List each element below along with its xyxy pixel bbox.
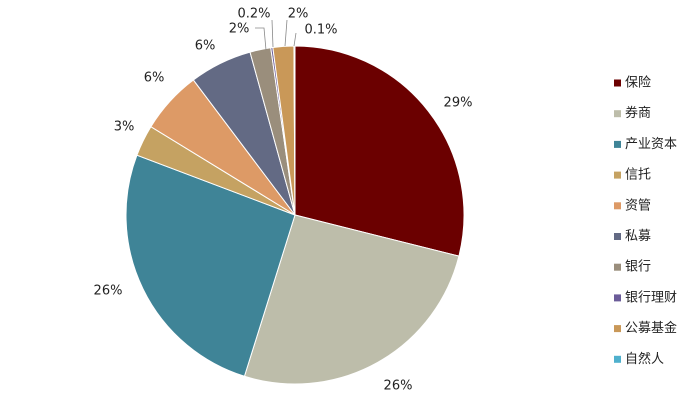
pie-slice-3 — [125, 154, 296, 377]
pie-slice-10 — [293, 45, 296, 216]
data-label-9: 2% — [288, 7, 309, 22]
legend-swatch-9 — [614, 325, 621, 333]
legend-swatch-6 — [614, 233, 621, 240]
legend-label-7: 银行 — [625, 260, 651, 275]
legend-swatch-1 — [614, 79, 621, 87]
data-label-5: 6% — [144, 71, 165, 86]
pie-slice-2 — [243, 214, 460, 385]
legend-label-2: 券商 — [625, 105, 651, 121]
legend-label-9: 公募基金 — [625, 320, 677, 336]
legend-label-6: 私募 — [625, 229, 651, 244]
data-label-4: 3% — [114, 120, 135, 135]
data-label-3: 26% — [94, 284, 123, 299]
data-label-7: 2% — [229, 22, 250, 37]
legend-swatch-10 — [614, 355, 621, 363]
leader-lines — [255, 19, 297, 51]
legend-label-5: 资管 — [625, 198, 651, 213]
legend-label-4: 信托 — [625, 168, 651, 183]
leader-line-9 — [284, 19, 288, 47]
legend-swatch-4 — [614, 171, 621, 179]
legend-label-1: 保险 — [625, 76, 651, 91]
legend-label-8: 银行理财 — [625, 290, 677, 305]
legend-swatch-5 — [614, 202, 621, 210]
data-label-1: 29% — [444, 96, 473, 111]
pie-slices — [125, 45, 465, 385]
data-labels: 29%26%26%3%6%6%2%0.2% 2%0.1% — [94, 7, 473, 394]
data-label-6: 6% — [195, 39, 216, 54]
legend-label-3: 产业资本 — [625, 137, 677, 152]
legend-swatch-8 — [614, 294, 621, 302]
legend-label-10: 自然人 — [625, 351, 664, 367]
leader-line-10 — [293, 32, 297, 47]
leader-line-7 — [255, 27, 267, 51]
legend-swatch-2 — [614, 110, 621, 118]
leader-line-8 — [271, 19, 274, 48]
data-label-2: 26% — [384, 379, 413, 394]
legend-swatch-3 — [614, 140, 621, 148]
pie-slice-1 — [294, 45, 465, 257]
data-label-8: 0.2% — [237, 7, 270, 22]
legend-swatch-7 — [614, 263, 621, 271]
data-label-10: 0.1% — [304, 23, 337, 38]
